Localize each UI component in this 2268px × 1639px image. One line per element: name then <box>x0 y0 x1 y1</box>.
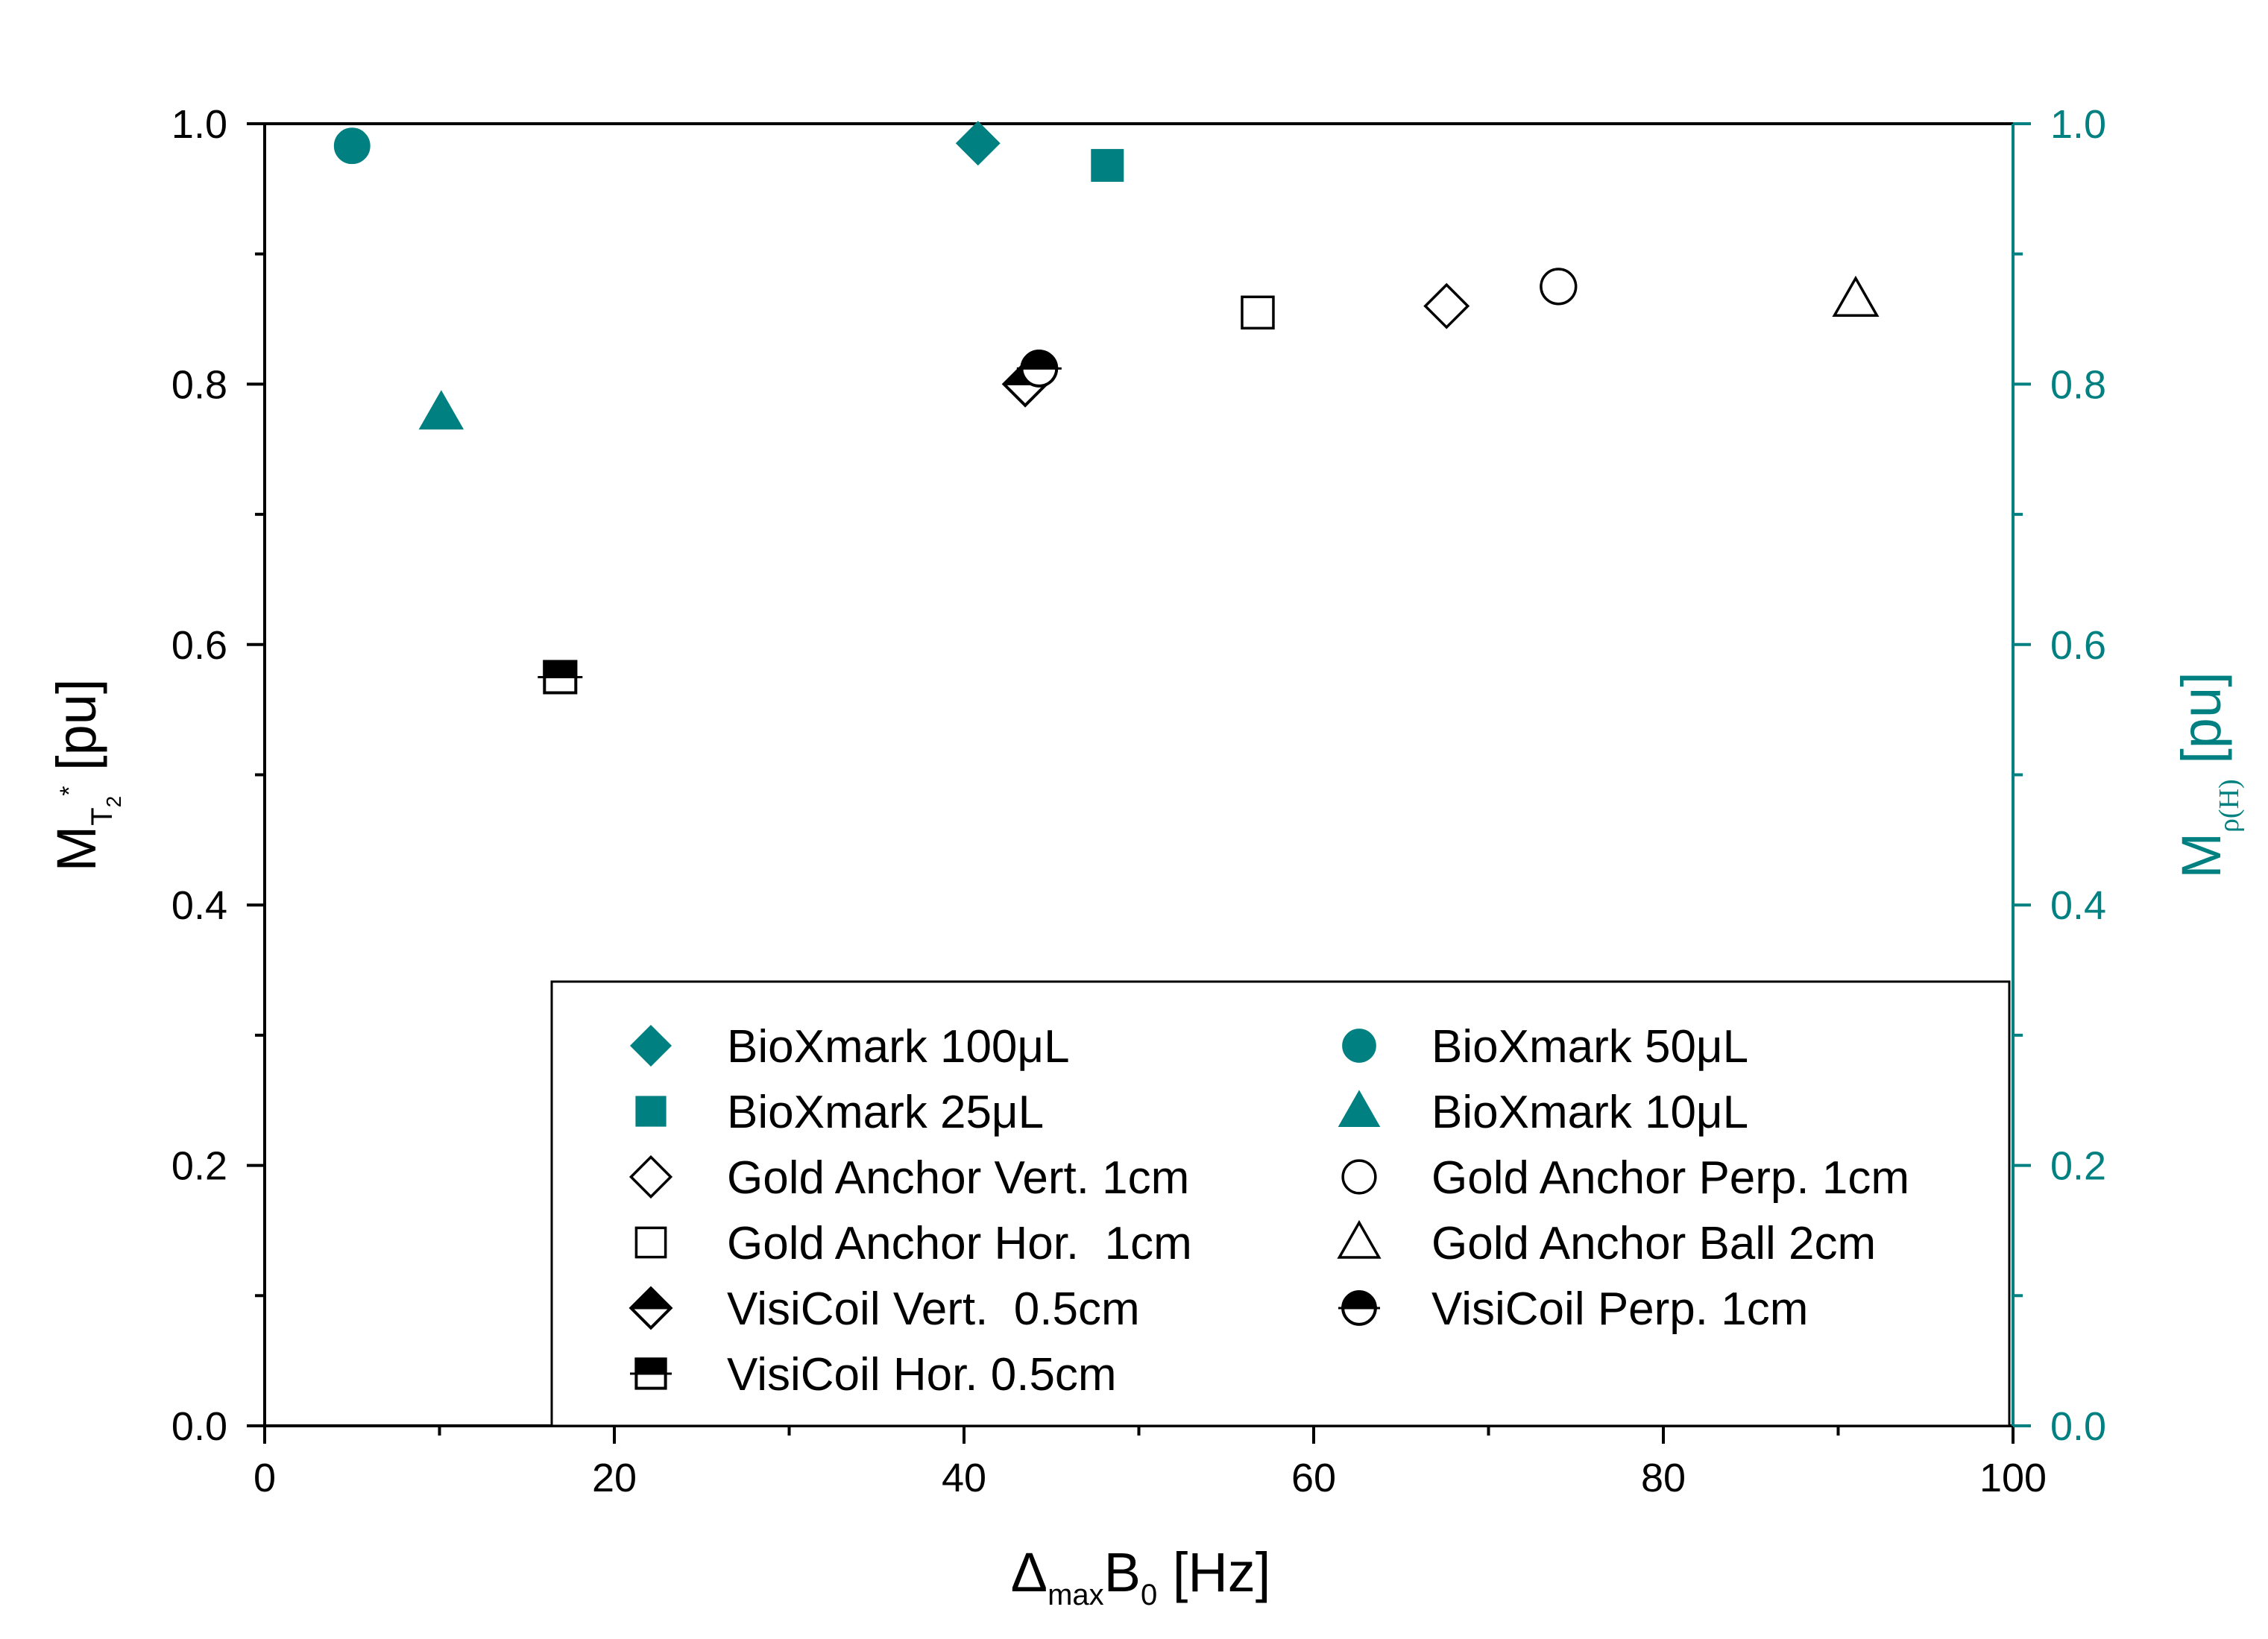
y-left-axis-title-part: M <box>45 826 107 872</box>
data-point-visicoil-perp-1cm <box>1016 350 1062 388</box>
legend-label-gold-anchor-hor-1cm: Gold Anchor Hor. 1cm <box>727 1218 1192 1269</box>
data-point-bioxmark-100-l-shape <box>955 121 1001 166</box>
legend-label-gold-anchor-ball-2cm: Gold Anchor Ball 2cm <box>1431 1218 1876 1269</box>
y-left-tick-label: 0.4 <box>171 883 227 928</box>
x-axis-title-part: Δ <box>1011 1541 1048 1603</box>
y-left-axis-title-part: [pu] <box>45 679 107 786</box>
y-right-axis-title-part: ρ(H) <box>2214 779 2245 833</box>
legend-label-visicoil-hor-0-5cm: VisiCoil Hor. 0.5cm <box>727 1349 1117 1400</box>
y-right-tick-label: 1.0 <box>2050 102 2106 147</box>
data-point-bioxmark-100-l <box>955 121 1001 166</box>
legend-marker-gold-anchor-vert-1cm-shape <box>629 1155 673 1199</box>
x-tick-label: 80 <box>1641 1456 1686 1500</box>
legend-label-bioxmark-100-l: BioXmark 100μL <box>727 1021 1070 1073</box>
x-tick-label: 0 <box>253 1456 276 1500</box>
data-point-gold-anchor-perp-1cm-shape <box>1540 268 1578 306</box>
legend-marker-gold-anchor-perp-1cm-shape <box>1341 1159 1377 1195</box>
y-left-tick-label: 0.0 <box>171 1404 227 1449</box>
legend-marker-visicoil-vert-0-5cm-half-fill <box>629 1286 673 1308</box>
x-tick-label: 60 <box>1291 1456 1336 1500</box>
x-tick-label: 100 <box>1979 1456 2047 1500</box>
x-axis-title-subscript: max <box>1048 1579 1104 1611</box>
legend-marker-visicoil-hor-0-5cm-half-fill <box>634 1357 667 1374</box>
legend-label-visicoil-vert-0-5cm: VisiCoil Vert. 0.5cm <box>727 1283 1140 1335</box>
legend-label-gold-anchor-perp-1cm: Gold Anchor Perp. 1cm <box>1431 1152 1909 1204</box>
x-axis-title-part: B <box>1104 1541 1141 1603</box>
data-point-gold-anchor-hor-1cm <box>1241 295 1275 330</box>
y-left-axis-title-part: 2 <box>102 796 125 808</box>
data-point-bioxmark-25-l-shape <box>1091 148 1124 182</box>
legend-marker-bioxmark-25-l-shape <box>635 1096 667 1127</box>
y-left-axis-title-part: T <box>86 807 119 825</box>
legend-marker-bioxmark-10-l <box>1338 1090 1381 1127</box>
y-right-tick-label: 0.0 <box>2050 1404 2106 1449</box>
data-point-visicoil-perp-1cm-half-fill <box>1020 350 1059 369</box>
data-point-bioxmark-10-l <box>418 390 464 430</box>
data-point-gold-anchor-ball-2cm-shape <box>1832 275 1880 317</box>
legend-box <box>550 980 2011 1427</box>
data-point-gold-anchor-vert-1cm-shape <box>1423 282 1470 329</box>
legend-label-gold-anchor-vert-1cm: Gold Anchor Vert. 1cm <box>727 1152 1189 1204</box>
data-point-gold-anchor-perp-1cm <box>1540 268 1578 306</box>
legend-marker-visicoil-perp-1cm-half-fill <box>1341 1290 1377 1308</box>
y-right-axis-title: Mρ(H) [pu] <box>2170 672 2245 878</box>
data-point-gold-anchor-hor-1cm-shape <box>1241 295 1275 330</box>
x-tick-label: 20 <box>592 1456 637 1500</box>
legend-marker-bioxmark-25-l <box>635 1096 667 1127</box>
y-left-tick-label: 1.0 <box>171 102 227 147</box>
legend-marker-visicoil-hor-0-5cm <box>630 1357 672 1390</box>
legend-marker-gold-anchor-hor-1cm-shape <box>634 1226 667 1259</box>
x-tick-label: 40 <box>942 1456 986 1500</box>
y-left-axis-title: MT2 * [pu] <box>45 679 125 872</box>
legend-label-bioxmark-50-l: BioXmark 50μL <box>1431 1021 1748 1073</box>
y-right-tick-label: 0.6 <box>2050 623 2106 668</box>
legend-label-visicoil-perp-1cm: VisiCoil Perp. 1cm <box>1431 1283 1808 1335</box>
legend-marker-visicoil-vert-0-5cm <box>629 1286 673 1330</box>
x-axis-title-subscript: 0 <box>1141 1579 1157 1611</box>
y-left-tick-label: 0.6 <box>171 623 227 668</box>
y-right-axis-title-part: M <box>2170 833 2232 879</box>
legend-marker-gold-anchor-ball-2cm-shape <box>1337 1219 1382 1259</box>
data-point-bioxmark-25-l <box>1091 148 1124 182</box>
y-left-axis-title-part: * <box>55 786 84 796</box>
legend-marker-visicoil-perp-1cm <box>1338 1290 1380 1326</box>
legend-marker-gold-anchor-vert-1cm <box>629 1155 673 1199</box>
data-point-gold-anchor-ball-2cm <box>1832 275 1880 317</box>
y-right-tick-label: 0.4 <box>2050 883 2106 928</box>
y-right-axis-title-part: [pu] <box>2170 672 2232 779</box>
legend-marker-bioxmark-100-l-shape <box>629 1024 672 1067</box>
legend-marker-gold-anchor-ball-2cm <box>1337 1219 1382 1259</box>
legend-label-bioxmark-25-l: BioXmark 25μL <box>727 1087 1044 1138</box>
y-right-tick-label: 0.2 <box>2050 1144 2106 1189</box>
y-left-tick-label: 0.8 <box>171 362 227 407</box>
legend-label-bioxmark-10-l: BioXmark 10μL <box>1431 1087 1748 1138</box>
legend-marker-bioxmark-50-l-shape <box>1342 1029 1376 1063</box>
x-axis-title-part: [Hz] <box>1157 1541 1270 1603</box>
y-right-tick-label: 0.8 <box>2050 362 2106 407</box>
y-left-tick-label: 0.2 <box>171 1144 227 1189</box>
legend-marker-bioxmark-10-l-shape <box>1338 1090 1381 1127</box>
data-point-bioxmark-10-l-shape <box>418 390 464 430</box>
data-point-gold-anchor-vert-1cm <box>1423 282 1470 329</box>
data-point-visicoil-hor-0-5cm-half-fill <box>543 660 578 678</box>
data-point-visicoil-hor-0-5cm <box>538 660 583 695</box>
data-point-bioxmark-50-l-shape <box>333 127 371 165</box>
legend-marker-bioxmark-100-l <box>629 1024 672 1067</box>
data-point-bioxmark-50-l <box>333 127 371 165</box>
legend-marker-gold-anchor-hor-1cm <box>634 1226 667 1259</box>
legend-marker-bioxmark-50-l <box>1342 1029 1376 1063</box>
legend-marker-gold-anchor-perp-1cm <box>1341 1159 1377 1195</box>
x-axis-title: ΔmaxB0 [Hz] <box>1011 1541 1271 1611</box>
